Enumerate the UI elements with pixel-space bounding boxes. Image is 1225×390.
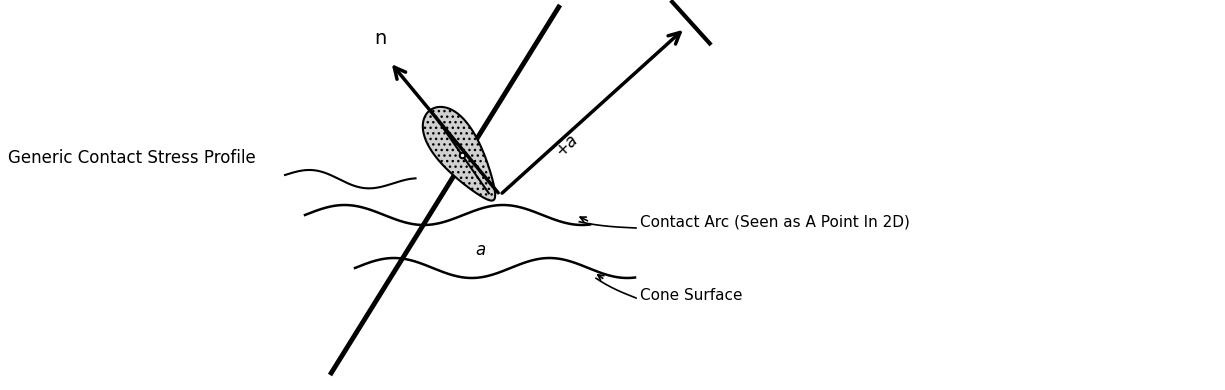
Polygon shape [423,107,495,200]
Text: Cone Surface: Cone Surface [639,287,742,303]
Text: Contact Arc (Seen as A Point In 2D): Contact Arc (Seen as A Point In 2D) [639,215,910,229]
Text: Generic Contact Stress Profile: Generic Contact Stress Profile [9,149,256,167]
Text: +a: +a [551,130,581,160]
Text: a: a [475,241,485,259]
Text: n: n [374,28,386,48]
